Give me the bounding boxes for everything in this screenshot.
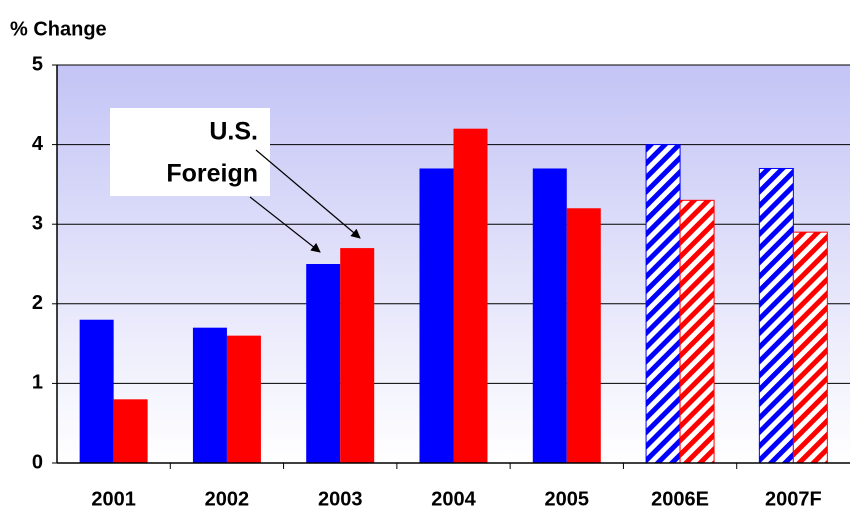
x-tick-label: 2005 [545, 488, 590, 510]
y-tick-label: 2 [32, 292, 43, 314]
x-tick-label: 2001 [91, 488, 136, 510]
bar [453, 128, 488, 463]
bar [79, 319, 114, 463]
bar [226, 335, 261, 463]
x-tick-label: 2003 [318, 488, 363, 510]
x-tick-label: 2002 [205, 488, 250, 510]
x-tick-label: 2007F [765, 488, 822, 510]
bar [306, 264, 341, 463]
y-tick-label: 1 [32, 372, 43, 394]
x-tick-label: 2006E [651, 488, 709, 510]
y-tick-label: 5 [32, 53, 43, 75]
legend-arrow [249, 196, 321, 253]
bar [340, 248, 375, 463]
legend-label: U.S. [209, 118, 258, 146]
y-tick-label: 4 [32, 133, 44, 155]
bar [679, 199, 715, 464]
x-tick-label: 2004 [431, 488, 476, 510]
bar [419, 168, 454, 464]
legend-box [110, 108, 270, 196]
y-axis-label: % Change [10, 18, 107, 40]
legend: U.S. Foreign [110, 108, 361, 253]
legend-arrow [255, 149, 361, 239]
bar [113, 399, 148, 463]
bar [792, 231, 828, 464]
y-tick-label: 0 [32, 451, 43, 473]
bar [566, 208, 601, 463]
bar [758, 167, 794, 464]
y-tick-label: 3 [32, 212, 43, 234]
legend-label: Foreign [166, 160, 258, 188]
bar [532, 168, 567, 464]
bar [645, 144, 681, 464]
bar [192, 327, 227, 463]
